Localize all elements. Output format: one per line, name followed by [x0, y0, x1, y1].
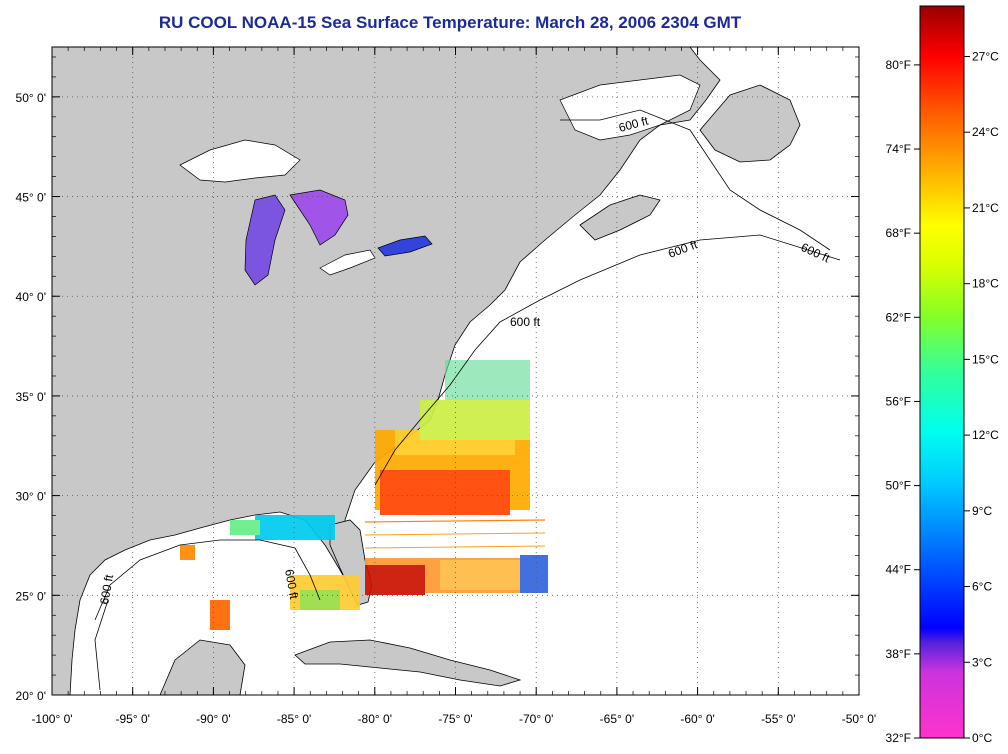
map-content: 600 ft 600 ft 600 ft 600 ft 600 ft 600 f…: [52, 47, 859, 695]
land-north-america: [52, 47, 721, 695]
lat-tick-label: 40° 0': [16, 290, 46, 304]
lon-tick-label: -65° 0': [600, 712, 634, 726]
svg-text:600 ft: 600 ft: [97, 573, 116, 606]
colorbar-c-label: 24°C: [972, 125, 999, 139]
lake-superior: [179, 139, 301, 183]
map-title: RU COOL NOAA-15 Sea Surface Temperature:…: [158, 13, 742, 32]
lon-tick-label: -50° 0': [842, 712, 876, 726]
colorbar-f-label: 50°F: [886, 479, 911, 493]
colorbar-f-label: 68°F: [886, 226, 911, 240]
lon-tick-label: -95° 0': [115, 712, 149, 726]
colorbar-celsius-labels: 27°C 24°C 21°C 18°C 15°C 12°C 9°C 6°C 3°C 0°C: [964, 49, 999, 745]
lon-tick-label: -90° 0': [196, 712, 230, 726]
land-yucatan: [159, 639, 246, 695]
lake-huron: [289, 189, 349, 246]
land-florida: [329, 519, 373, 606]
svg-text:600 ft: 600 ft: [282, 568, 301, 601]
colorbar-c-label: 27°C: [972, 49, 999, 63]
colorbar-c-label: 21°C: [972, 201, 999, 215]
lon-tick-label: -55° 0': [761, 712, 795, 726]
lon-tick-label: -70° 0': [519, 712, 553, 726]
land-cuba: [294, 639, 522, 687]
lat-tick-label: 45° 0': [16, 191, 46, 205]
colorbar-f-label: 38°F: [886, 647, 911, 661]
colorbar-f-label: 74°F: [886, 142, 911, 156]
colorbar-c-label: 15°C: [972, 352, 999, 366]
colorbar-c-label: 12°C: [972, 428, 999, 442]
colorbar-f-label: 56°F: [886, 394, 911, 408]
lake-ontario: [377, 235, 433, 257]
longitude-axis: -100° 0' -95° 0' -90° 0' -85° 0' -80° 0' -75°…: [31, 47, 876, 726]
lon-tick-label: -85° 0': [277, 712, 311, 726]
lake-michigan: [244, 194, 286, 286]
lon-tick-label: -75° 0': [438, 712, 472, 726]
svg-text:600 ft: 600 ft: [510, 315, 541, 329]
lat-tick-label: 50° 0': [16, 91, 46, 105]
colorbar-f-label: 44°F: [886, 563, 911, 577]
colorbar-fahrenheit-labels: 80°F 74°F 68°F 62°F 56°F 50°F 44°F 38°F 32°F: [886, 58, 920, 745]
colorbar-f-label: 62°F: [886, 310, 911, 324]
lon-tick-label: -60° 0': [680, 712, 714, 726]
gulf-st-lawrence: [559, 74, 701, 141]
lon-tick-label: -100° 0': [31, 712, 72, 726]
lon-tick-label: -80° 0': [358, 712, 392, 726]
depth-contours: [94, 109, 841, 691]
colorbar-c-label: 18°C: [972, 277, 999, 291]
latitude-axis: 50° 0' 45° 0' 40° 0' 35° 0' 30° 0' 25° 0' 20° …: [16, 56, 859, 703]
colorbar-f-label: 80°F: [886, 58, 911, 72]
colorbar-c-label: 6°C: [972, 580, 992, 594]
land-newfoundland: [699, 84, 801, 163]
colorbar-c-label: 9°C: [972, 504, 992, 518]
lat-tick-label: 35° 0': [16, 390, 46, 404]
lat-tick-label: 25° 0': [16, 589, 46, 603]
lat-tick-label: 30° 0': [16, 490, 46, 504]
land-nova-scotia: [579, 194, 661, 241]
colorbar: [919, 5, 965, 739]
sst-swath: [180, 360, 548, 630]
lat-tick-label: 20° 0': [16, 689, 46, 703]
colorbar-f-label: 32°F: [886, 731, 911, 745]
colorbar-c-label: 0°C: [972, 731, 992, 745]
graticule: [52, 47, 859, 695]
colorbar-c-label: 3°C: [972, 655, 992, 669]
